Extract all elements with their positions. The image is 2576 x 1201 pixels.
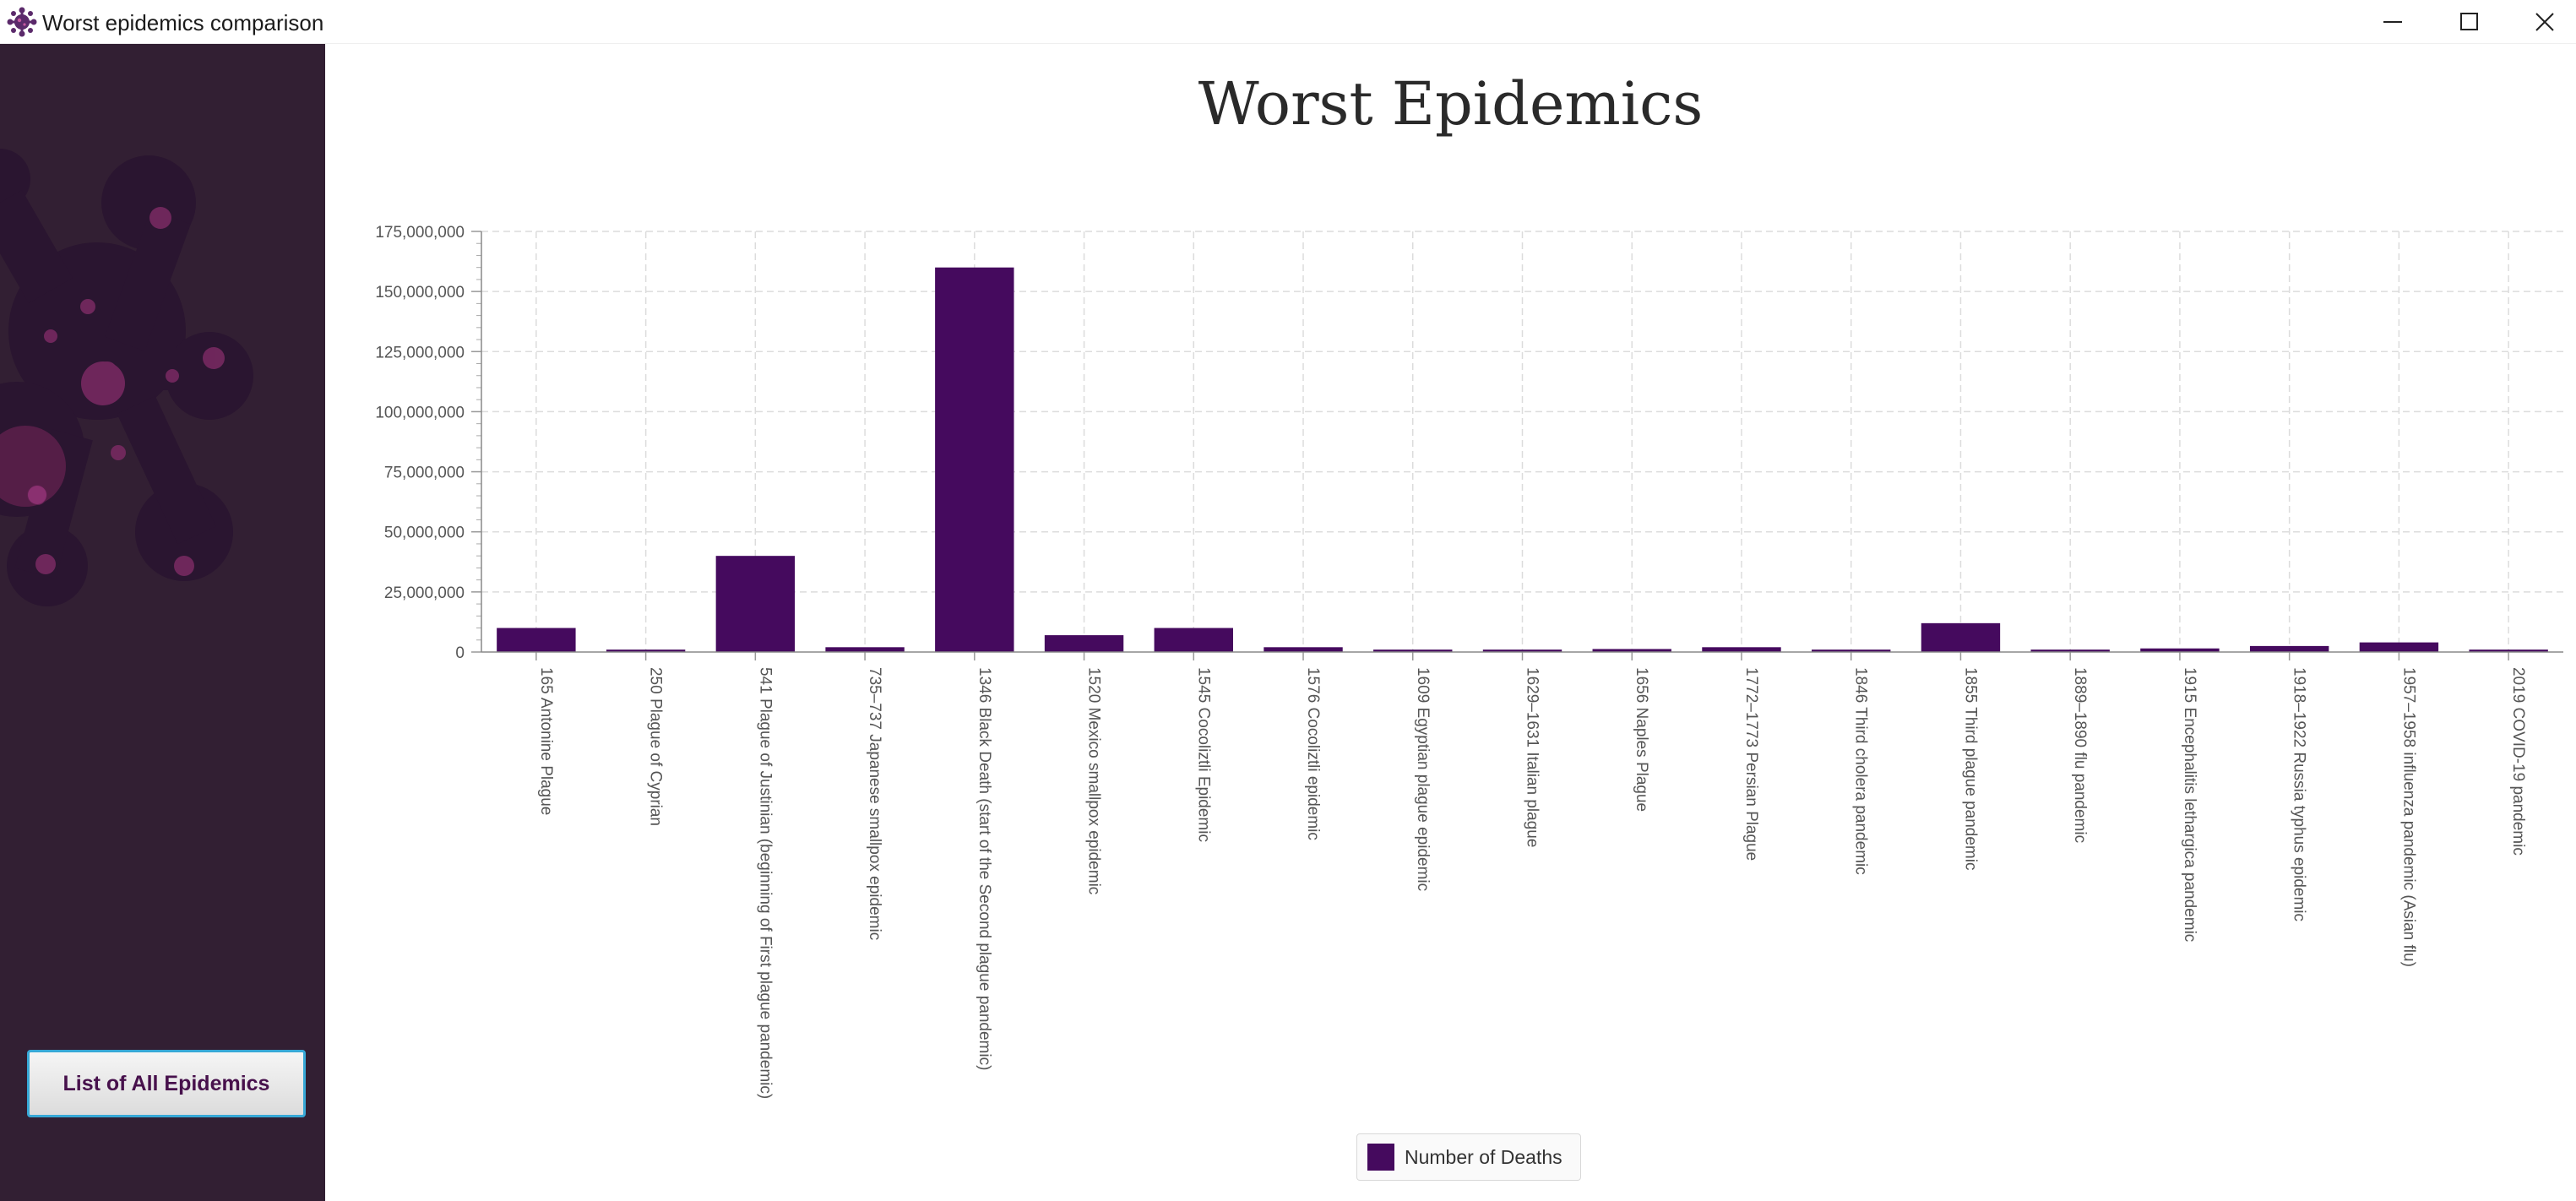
x-tick-label: 165 Antonine Plague [537,667,555,815]
x-tick-label: 1772–1773 Persian Plague [1742,667,1760,861]
chart-bar [715,556,796,652]
chart-bar [2469,649,2548,652]
maximize-icon [2460,13,2478,30]
maximize-button[interactable] [2431,0,2507,44]
x-tick-label: 541 Plague of Justinian (beginning of Fi… [756,667,774,1099]
chart-bars [497,267,2548,652]
y-tick-label: 125,000,000 [375,344,465,361]
minimize-button[interactable] [2355,0,2431,44]
x-tick-label: 1846 Third cholera pandemic [1852,667,1870,875]
y-tick-label: 25,000,000 [384,584,465,602]
x-tick-label: 1957–1958 influenza pandemic (Asian flu) [2399,667,2417,967]
x-tick-label: 1609 Egyptian plague epidemic [1414,667,1432,891]
y-tick-label: 0 [455,644,465,662]
chart-bar [1044,635,1124,652]
x-tick-label: 1656 Naples Plague [1633,667,1650,812]
sidebar: List of All Epidemics [0,44,325,1201]
y-tick-label: 100,000,000 [375,404,465,421]
chart-title: Worst Epidemics [1198,69,1704,139]
list-all-epidemics-button[interactable]: List of All Epidemics [27,1050,306,1117]
chart-legend: Number of Deaths [1356,1133,1581,1181]
window-title: Worst epidemics comparison [42,10,324,35]
chart-bar [1154,628,1233,652]
x-tick-label: 1346 Black Death (start of the Second pl… [976,667,993,1070]
x-tick-label: 735–737 Japanese smallpox epidemic [866,667,883,940]
chart-bar [1373,649,1453,652]
minimize-icon [2383,21,2402,23]
x-tick-label: 2019 COVID-19 pandemic [2509,667,2527,856]
x-tick-label: 250 Plague of Cyprian [647,667,665,826]
chart-bar [2249,645,2329,652]
x-tick-label: 1889–1890 flu pandemic [2071,667,2089,843]
chart-bar [1592,649,1671,652]
y-tick-label: 150,000,000 [375,284,465,302]
chart-grid [481,231,2563,652]
close-button[interactable] [2507,0,2576,44]
virus-illustration [0,149,253,606]
y-tick-label: 175,000,000 [375,224,465,242]
chart-bar [1812,649,1891,652]
chart-bar [2140,648,2220,652]
chart-bar [606,649,686,652]
x-tick-label: 1520 Mexico smallpox epidemic [1085,667,1103,894]
chart-bar [935,267,1014,652]
x-tick-label: 1918–1922 Russia typhus epidemic [2291,667,2308,921]
close-icon [2535,13,2554,31]
legend-swatch [1367,1144,1394,1171]
virus-icon [7,7,37,37]
x-tick-label: 1855 Third plague pandemic [1961,667,1979,870]
chart-area: Worst Epidemics 0 25,000,000 50,000,000 75,… [325,44,2576,1201]
title-bar: Worst epidemics comparison [0,0,2576,44]
chart-bar [1264,647,1343,652]
x-tick-label: 1576 Cocoliztli epidemic [1304,667,1322,840]
legend-label: Number of Deaths [1405,1145,1562,1168]
bar-chart: 0 25,000,000 50,000,000 75,000,000 100,000,0… [375,224,2563,1099]
y-tick-label: 50,000,000 [384,524,465,542]
chart-bar [2030,649,2110,652]
chart-bar [2359,642,2439,652]
y-tick-label: 75,000,000 [384,465,465,482]
chart-bar [825,647,905,652]
chart-bar [1482,649,1562,652]
chart-bar [1702,647,1781,652]
chart-bar [497,628,576,652]
chart-axes: 0 25,000,000 50,000,000 75,000,000 100,000,0… [375,224,2563,1099]
x-tick-label: 1545 Cocoliztli Epidemic [1194,667,1212,842]
x-tick-label: 1629–1631 Italian plague [1524,667,1541,847]
chart-bar [1921,622,2001,652]
x-tick-label: 1915 Encephalitis lethargica pandemic [2181,667,2198,942]
